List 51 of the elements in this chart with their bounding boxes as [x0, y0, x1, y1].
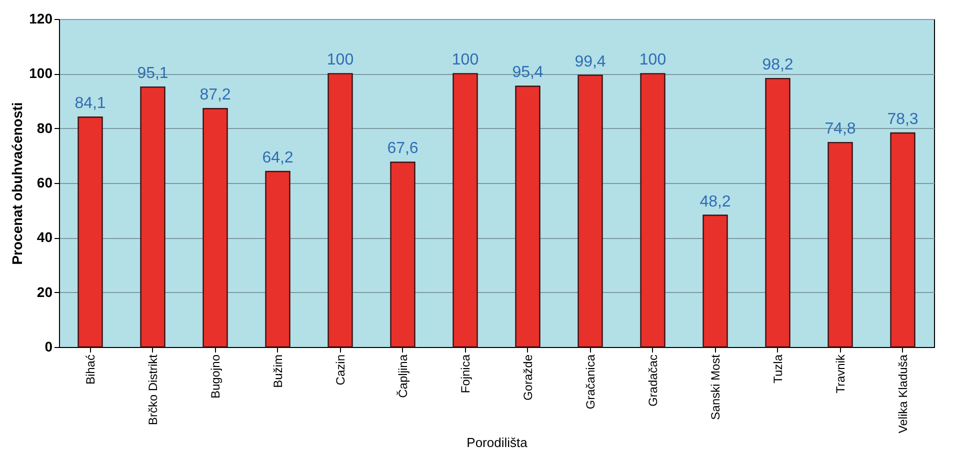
y-tick-label: 80	[36, 120, 53, 136]
bar	[765, 78, 790, 348]
y-tick-label: 60	[36, 174, 53, 190]
x-tick-label: Tuzla	[770, 354, 785, 384]
data-label: 100	[452, 52, 479, 69]
x-tick-label: Gradačac	[646, 354, 660, 407]
x-tick-label: Goražde	[520, 354, 535, 401]
data-label: 95,1	[137, 65, 168, 82]
bar	[265, 170, 290, 348]
y-tick-label: 0	[44, 338, 53, 354]
x-tick-label: Gračanica	[583, 354, 598, 410]
x-tick-label: Bihać	[83, 354, 98, 385]
bar	[452, 73, 478, 348]
bar	[890, 132, 916, 348]
bar	[578, 74, 603, 348]
y-tick-label: 40	[36, 229, 53, 246]
y-tick-label: 100	[29, 65, 53, 82]
y-axis-title: Procenat obuhvaćenosti	[9, 102, 26, 265]
data-label: 74,8	[824, 120, 856, 138]
data-label: 99,4	[574, 53, 606, 70]
bar	[202, 108, 228, 348]
x-tick-label: Čapljina	[396, 354, 410, 398]
x-tick-label: Bužim	[270, 354, 285, 388]
data-label: 100	[639, 52, 666, 69]
x-tick-label: Bugojno	[208, 354, 222, 399]
x-tick-label: Travnik	[833, 354, 848, 394]
data-label: 95,4	[512, 64, 544, 82]
bar	[828, 142, 853, 348]
bar	[640, 73, 666, 348]
bar	[78, 116, 103, 348]
data-label: 100	[326, 52, 354, 69]
bar	[390, 162, 416, 348]
x-axis-title: Porodilišta	[466, 435, 528, 450]
data-label: 87,2	[200, 86, 231, 104]
data-label: 98,2	[762, 56, 794, 74]
x-tick-label: Brčko Distrikt	[146, 354, 160, 426]
y-tick-label: 120	[29, 10, 53, 26]
x-tick-label: Sanski Most	[708, 354, 722, 420]
y-tick-label: 20	[36, 284, 53, 300]
x-tick-label: Velika Kladuša	[896, 354, 910, 434]
data-label: 64,2	[262, 150, 294, 167]
x-tick-label: Fojnica	[458, 354, 472, 394]
bar	[328, 73, 353, 348]
bar	[140, 86, 166, 348]
bar	[702, 214, 728, 348]
bar	[515, 86, 540, 348]
x-tick-label: Cazin	[333, 354, 348, 386]
data-label: 48,2	[700, 193, 731, 210]
data-label: 84,1	[74, 95, 106, 112]
data-label: 67,6	[387, 140, 418, 158]
data-label: 78,3	[887, 110, 918, 128]
